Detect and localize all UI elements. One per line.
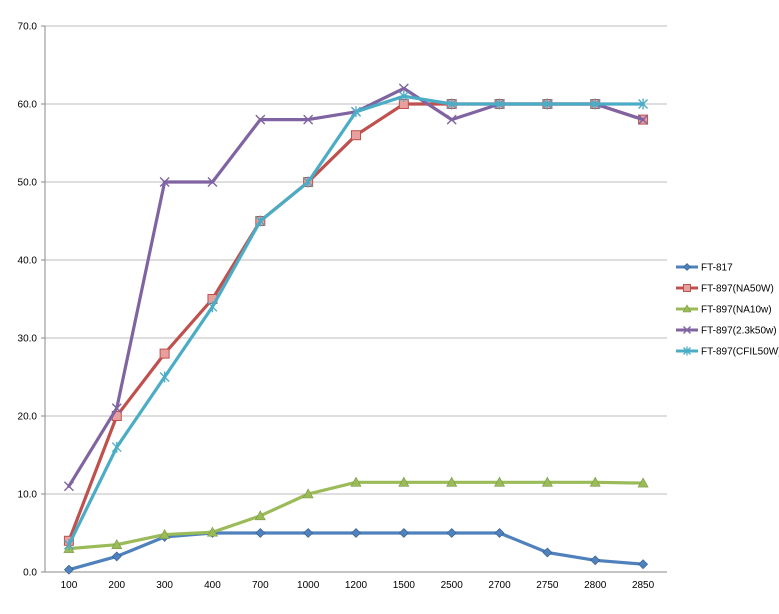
- legend-label: FT-897(2.3k50w): [701, 326, 777, 337]
- data-point: [637, 477, 649, 488]
- x-tick-label: 200: [108, 580, 125, 591]
- x-tick-label: 300: [156, 580, 173, 591]
- legend-label: FT-897(CFIL50W): [701, 347, 779, 358]
- x-tick-label: 400: [204, 580, 221, 591]
- data-point: [351, 130, 361, 141]
- series-4: [63, 90, 649, 551]
- data-point: [350, 476, 362, 487]
- data-point: [303, 528, 314, 538]
- series-line: [67, 480, 645, 551]
- data-point: [63, 539, 74, 551]
- series-3: [63, 83, 649, 492]
- data-point: [255, 528, 266, 538]
- data-point: [398, 83, 409, 94]
- data-point: [494, 476, 506, 487]
- data-point: [590, 555, 601, 566]
- x-tick-label: 2500: [441, 580, 464, 591]
- data-point: [254, 510, 266, 521]
- x-tick-label: 1500: [393, 580, 416, 591]
- y-tick-label: 60.0: [18, 100, 38, 111]
- data-point: [351, 106, 361, 118]
- axes: 0.0 10.0 20.0 30.0 40.0 50.0 60.0 70.0 100 200 300…: [18, 22, 667, 591]
- x-tick-label: 100: [61, 580, 78, 591]
- legend-marker: [682, 304, 692, 313]
- data-point: [302, 488, 314, 499]
- data-point: [398, 528, 409, 538]
- legend-label: FT-897(NA50W): [701, 284, 774, 295]
- data-point: [542, 98, 553, 110]
- x-tick-label: 1000: [297, 580, 320, 591]
- legend-marker: [683, 346, 691, 356]
- series-0: [63, 528, 649, 575]
- legend-marker: [683, 326, 691, 334]
- data-point: [494, 98, 505, 110]
- legend-item: FT-897(CFIL50W): [676, 346, 779, 358]
- legend-marker: [683, 263, 691, 271]
- y-tick-label: 70.0: [18, 22, 38, 33]
- data-point: [398, 476, 410, 487]
- data-point: [638, 98, 649, 110]
- legend-item: FT-817: [676, 263, 733, 274]
- data-point: [351, 528, 361, 538]
- series-line: [67, 86, 645, 488]
- y-tick-label: 20.0: [18, 412, 38, 423]
- data-point: [541, 476, 553, 487]
- legend-item: FT-897(NA10w): [676, 304, 772, 316]
- data-point: [446, 476, 458, 487]
- y-tick-label: 50.0: [18, 178, 38, 189]
- legend-item: FT-897(2.3k50w): [676, 326, 777, 337]
- legend-label: FT-897(NA10w): [701, 305, 772, 316]
- data-point: [159, 528, 171, 539]
- data-point: [255, 215, 266, 227]
- data-point: [63, 481, 74, 492]
- gridlines: [45, 25, 667, 495]
- data-point: [159, 177, 170, 187]
- data-point: [638, 114, 649, 125]
- data-point: [63, 564, 74, 575]
- series-group: [63, 83, 649, 575]
- data-point: [589, 476, 601, 487]
- x-tick-label: 2800: [584, 580, 607, 591]
- legend-label: FT-817: [701, 263, 733, 274]
- series-2: [63, 476, 649, 553]
- y-tick-label: 0.0: [23, 568, 37, 579]
- data-point: [111, 539, 123, 550]
- legend: FT-817 FT-897(NA50W) FT-897(NA10w) FT-897(2…: [676, 263, 779, 358]
- data-point: [255, 114, 266, 125]
- data-point: [638, 559, 649, 570]
- data-point: [494, 528, 505, 538]
- data-point: [590, 98, 601, 110]
- series-line: [67, 531, 645, 572]
- data-point: [446, 528, 457, 538]
- data-point: [111, 551, 122, 562]
- x-tick-label: 1200: [345, 580, 368, 591]
- legend-item: FT-897(NA50W): [676, 284, 774, 295]
- data-point: [206, 526, 218, 537]
- y-tick-label: 30.0: [18, 334, 38, 345]
- data-point: [542, 547, 553, 558]
- x-tick-label: 2850: [632, 580, 655, 591]
- y-tick-label: 10.0: [18, 490, 38, 501]
- data-point: [207, 177, 218, 187]
- data-point: [446, 98, 457, 110]
- data-point: [159, 348, 170, 359]
- data-point: [207, 301, 218, 313]
- series-line: [67, 102, 645, 543]
- data-point: [111, 441, 122, 453]
- data-point: [159, 371, 170, 383]
- y-tick-label: 40.0: [18, 256, 38, 267]
- x-tick-label: 700: [252, 580, 269, 591]
- data-point: [398, 90, 409, 102]
- x-tick-label: 2700: [488, 580, 511, 591]
- data-point: [111, 403, 122, 414]
- data-point: [446, 114, 457, 125]
- x-tick-label: 2750: [536, 580, 559, 591]
- data-point: [303, 114, 314, 125]
- legend-marker: [683, 284, 691, 292]
- data-point: [303, 176, 314, 188]
